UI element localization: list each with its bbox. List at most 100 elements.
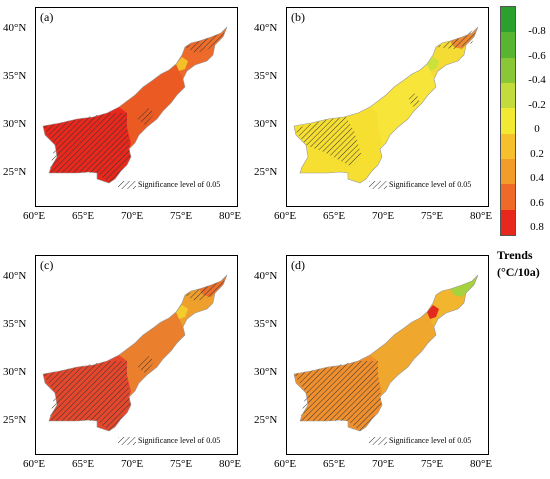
y-tick-label: 35°N: [254, 70, 278, 82]
x-tick-label: 70°E: [372, 458, 395, 470]
x-tick-label: 70°E: [121, 458, 144, 470]
y-tick-label: 25°N: [3, 166, 27, 178]
panel-d-letter: (d): [291, 258, 305, 272]
colorbar-tick-label: 0.4: [530, 172, 544, 184]
significance-label: Significance level of 0.05: [138, 436, 221, 445]
hatch-swatch-icon: [118, 437, 136, 446]
significance-hatch: [436, 27, 478, 49]
y-tick-label: 25°N: [3, 414, 27, 426]
x-tick-label: 75°E: [421, 458, 444, 470]
significance-hatch: [185, 275, 227, 301]
panel-c-significance-note: Significance level of 0.05: [118, 436, 221, 446]
hatch-swatch-icon: [369, 181, 387, 190]
region-center-fill: [370, 312, 436, 391]
x-tick-label: 60°E: [23, 210, 46, 222]
x-tick-label: 75°E: [170, 210, 193, 222]
significance-hatch: [294, 117, 362, 167]
country-outline: [42, 274, 228, 432]
panel-c-map: [42, 274, 228, 432]
y-tick-label: 35°N: [3, 318, 27, 330]
y-tick-label: 40°N: [254, 22, 278, 34]
panel-d-significance-note: Significance level of 0.05: [369, 436, 472, 446]
country-outline: [293, 26, 479, 184]
significance-hatch: [43, 113, 131, 183]
panel-a-significance-note: Significance level of 0.05: [118, 180, 221, 190]
colorbar-segment: [501, 184, 515, 210]
colorbar-tick-label: 0: [534, 123, 540, 135]
colorbar-tick-label: 0.6: [530, 196, 544, 209]
colorbar: [500, 6, 516, 236]
region-center-fill: [119, 64, 185, 143]
legend-title: Trends: [497, 248, 533, 262]
panel-a-letter: (a): [40, 10, 54, 24]
region-patch-fill: [427, 57, 439, 71]
x-tick-label: 75°E: [421, 210, 444, 222]
panel-b-letter: (b): [291, 10, 305, 24]
y-tick-label: 35°N: [254, 318, 278, 330]
x-tick-label: 60°E: [274, 458, 297, 470]
panel-a-map: [42, 26, 228, 184]
region-patch-fill: [427, 305, 439, 319]
significance-hatch: [135, 355, 155, 373]
region-patch-fill: [176, 57, 188, 71]
x-tick-label: 60°E: [23, 458, 46, 470]
x-tick-label: 80°E: [219, 458, 242, 470]
colorbar-tick-label: 0.2: [530, 147, 544, 160]
colorbar-segment: [501, 108, 515, 134]
hatch-swatch-icon: [118, 181, 136, 190]
panel-b-significance-note: Significance level of 0.05: [369, 180, 472, 190]
region-northeast-fill: [450, 275, 478, 297]
colorbar-tick-label: -0.4: [528, 74, 546, 86]
significance-hatch: [43, 361, 131, 431]
y-tick-label: 30°N: [254, 366, 278, 378]
x-tick-label: 70°E: [121, 210, 144, 222]
x-tick-label: 80°E: [219, 210, 242, 222]
significance-hatch: [408, 93, 420, 107]
x-tick-label: 75°E: [170, 458, 193, 470]
y-tick-label: 35°N: [3, 70, 27, 82]
colorbar-tick-label: -0.6: [528, 49, 546, 62]
x-tick-label: 65°E: [323, 458, 346, 470]
x-tick-label: 70°E: [372, 210, 395, 222]
colorbar-tick-label: -0.2: [528, 98, 546, 111]
y-tick-label: 30°N: [3, 118, 27, 130]
y-tick-label: 40°N: [3, 270, 27, 282]
x-tick-label: 80°E: [470, 458, 493, 470]
colorbar-segment: [501, 57, 515, 83]
panel-b-map: [293, 26, 479, 184]
country-outline: [293, 274, 479, 432]
colorbar-tick-label: -0.8: [528, 25, 546, 37]
panel-c-letter: (c): [40, 258, 54, 272]
y-tick-label: 30°N: [3, 366, 27, 378]
significance-label: Significance level of 0.05: [389, 180, 472, 189]
colorbar-segment: [501, 209, 515, 235]
hatch-swatch-icon: [369, 437, 387, 446]
colorbar-segment: [501, 158, 515, 185]
significance-hatch: [294, 361, 382, 431]
y-tick-label: 30°N: [254, 118, 278, 130]
significance-label: Significance level of 0.05: [138, 180, 221, 189]
colorbar-segment: [501, 32, 515, 58]
region-center-fill: [370, 64, 436, 143]
y-tick-label: 25°N: [254, 166, 278, 178]
y-tick-label: 25°N: [254, 414, 278, 426]
colorbar-segment: [501, 82, 515, 109]
significance-hatch: [135, 107, 155, 125]
x-tick-label: 65°E: [72, 458, 95, 470]
region-patch-fill: [176, 305, 188, 319]
significance-label: Significance level of 0.05: [389, 436, 472, 445]
colorbar-segment: [501, 133, 515, 159]
region-center-fill: [119, 312, 185, 391]
x-tick-label: 60°E: [274, 210, 297, 222]
y-tick-label: 40°N: [3, 22, 27, 34]
significance-hatch: [185, 27, 227, 53]
panel-d-map: [293, 274, 479, 432]
y-tick-label: 40°N: [254, 270, 278, 282]
x-tick-label: 65°E: [323, 210, 346, 222]
x-tick-label: 80°E: [470, 210, 493, 222]
colorbar-tick-label: 0.8: [530, 221, 544, 233]
legend-unit: (°C/10a): [497, 265, 540, 279]
country-outline: [42, 26, 228, 184]
x-tick-label: 65°E: [72, 210, 95, 222]
